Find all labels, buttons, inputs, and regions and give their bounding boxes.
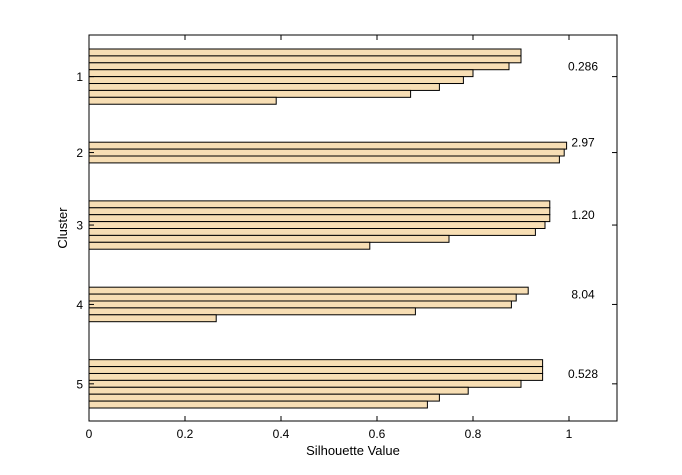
silhouette-bar (88, 55, 522, 64)
y-tick-label: 5 (76, 377, 83, 391)
silhouette-bar (88, 62, 510, 71)
y-tick-label: 2 (76, 146, 83, 160)
silhouette-bar (88, 141, 568, 150)
silhouette-bar (88, 228, 536, 236)
silhouette-bar (88, 221, 546, 230)
y-axis-label: Cluster (55, 207, 70, 249)
x-tick-label: 0.8 (465, 427, 482, 441)
silhouette-bar (88, 96, 277, 105)
silhouette-bar (88, 293, 517, 302)
silhouette-bar (88, 89, 412, 98)
silhouette-bar (88, 314, 217, 323)
y-tick-label: 4 (76, 298, 83, 312)
silhouette-bar (88, 400, 428, 409)
silhouette-bar (88, 307, 416, 316)
silhouette-bar (88, 241, 371, 250)
bars-layer (88, 48, 568, 409)
silhouette-bar (88, 207, 551, 216)
x-tick-label: 1 (566, 427, 573, 441)
silhouette-bar (88, 155, 560, 164)
silhouette-bar (88, 69, 474, 78)
silhouette-bar (88, 76, 464, 85)
silhouette-bar (88, 200, 551, 209)
cluster-annotation: 0.286 (568, 60, 598, 74)
y-tick-label: 1 (76, 70, 83, 84)
silhouette-bar (88, 393, 440, 402)
silhouette-bar (88, 366, 544, 374)
x-tick-label: 0.6 (369, 427, 386, 441)
y-ticks: 1 2 3 4 5 (76, 70, 617, 391)
y-tick-label: 3 (76, 219, 83, 233)
plot-frame (88, 34, 618, 422)
cluster-annotation: 2.97 (571, 136, 595, 150)
silhouette-bar (88, 359, 544, 368)
cluster-annotation: 8.04 (571, 287, 595, 301)
x-tick-label: 0.4 (273, 427, 290, 441)
silhouette-bar (88, 286, 529, 295)
silhouette-bar (88, 48, 522, 57)
cluster-annotation: 0.528 (568, 367, 598, 381)
silhouette-bar (88, 379, 522, 388)
silhouette-bar (88, 214, 551, 223)
cluster-annotation: 1.20 (571, 208, 595, 222)
silhouette-bar (88, 300, 512, 309)
silhouette-bar (88, 148, 565, 157)
silhouette-bar (88, 83, 440, 91)
x-tick-label: 0.2 (177, 427, 194, 441)
silhouette-bar (88, 234, 450, 243)
annotations-layer: 0.286 2.97 1.20 8.04 0.528 (568, 60, 598, 381)
silhouette-bar (88, 386, 469, 395)
silhouette-bar (88, 372, 544, 381)
x-tick-label: 0 (86, 427, 93, 441)
x-axis-label: Silhouette Value (306, 443, 400, 458)
